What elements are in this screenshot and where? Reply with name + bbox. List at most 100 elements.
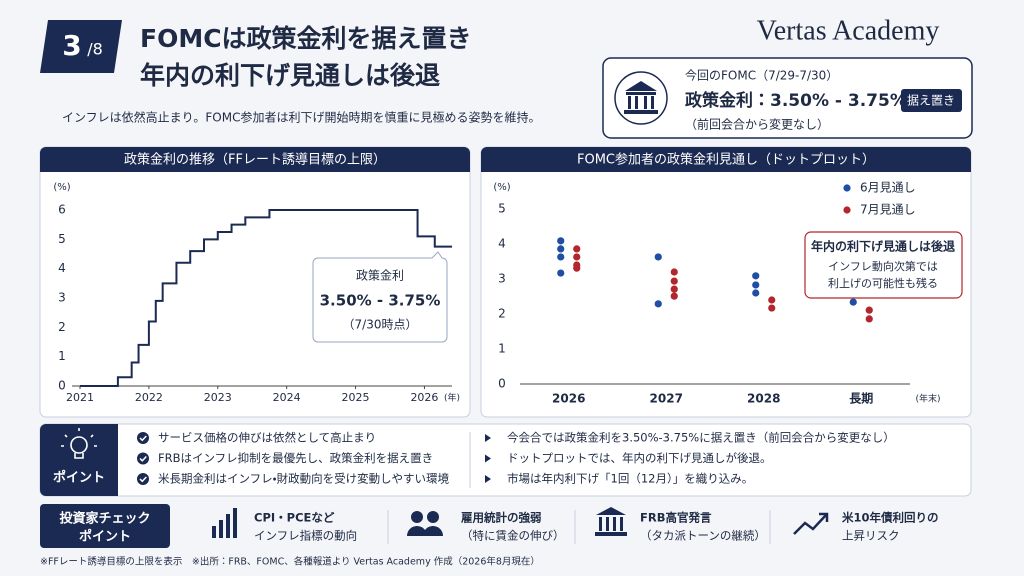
dot bbox=[654, 300, 662, 308]
point-text: 今会合では政策金利を3.50%-3.75%に据え置き（前回会合から変更なし） bbox=[507, 431, 895, 445]
summary-box bbox=[602, 57, 973, 139]
people-icon bbox=[407, 511, 443, 536]
checklist-label: ポイント bbox=[79, 529, 131, 545]
point-text: サービス価格の伸びは依然として高止まり bbox=[158, 431, 376, 445]
bank-icon bbox=[614, 71, 668, 125]
x-tick-label: 2026 bbox=[410, 391, 438, 404]
dot bbox=[768, 304, 776, 312]
check-item-text: （特に賃金の伸び） bbox=[461, 529, 565, 543]
point-text: ドットプロットでは、年内の利下げ見通しが後退。 bbox=[507, 451, 772, 465]
page-badge bbox=[40, 20, 122, 73]
y-tick-label: 1 bbox=[58, 349, 66, 363]
check-item-text: CPI・PCEなど bbox=[254, 511, 335, 525]
dot bbox=[752, 289, 760, 297]
footer: ※FFレート誘導目標の上限を表示 ※出所：FRB、FOMC、各種報道より Ver… bbox=[40, 556, 540, 568]
check-item-text: （タカ派トーンの継続） bbox=[640, 529, 766, 543]
check-item-text: 上昇リスク bbox=[842, 529, 900, 543]
legend-dot bbox=[843, 184, 851, 192]
chart-title: FOMC参加者の政策金利見通し（ドットプロット） bbox=[577, 152, 875, 168]
x-tick-label: 2022 bbox=[135, 391, 163, 404]
check-mark bbox=[139, 435, 147, 442]
y-tick-label: 6 bbox=[58, 203, 66, 217]
x-tick-label: 2024 bbox=[273, 391, 301, 404]
dot bbox=[573, 253, 581, 261]
dot bbox=[752, 272, 760, 280]
x-tick-label: 2026 bbox=[552, 392, 585, 406]
bullet bbox=[485, 475, 491, 483]
chart-icon bbox=[212, 508, 237, 538]
x-tick-label: 長期 bbox=[849, 391, 873, 406]
annotation-box bbox=[804, 231, 963, 299]
legend-dot bbox=[843, 206, 851, 214]
dot bbox=[670, 285, 678, 293]
summary-meeting: 今回のFOMC（7/29-7/30） bbox=[685, 68, 838, 83]
annotation-text: 年内の利下げ見通しは後退 bbox=[811, 239, 955, 254]
check-icon bbox=[137, 432, 149, 444]
bulb-icon bbox=[61, 428, 97, 459]
dot bbox=[670, 268, 678, 276]
title: 年内の利下げ見通しは後退 bbox=[140, 61, 440, 90]
y-unit: (%) bbox=[53, 182, 70, 193]
y-tick-label: 4 bbox=[498, 237, 506, 251]
point-text: FRBはインフレ抑制を最優先し、政策金利を据え置き bbox=[158, 451, 433, 465]
y-tick-label: 2 bbox=[498, 307, 506, 321]
x-unit: (年) bbox=[444, 392, 460, 404]
x-tick-label: 2021 bbox=[66, 391, 94, 404]
dot bbox=[768, 296, 776, 304]
trend-icon bbox=[793, 512, 829, 535]
point-text: 米長期金利はインフレ・財政動向を受け変動しやすい環境 bbox=[158, 472, 449, 486]
dot bbox=[849, 298, 857, 306]
chart-header bbox=[481, 147, 971, 172]
check-icon bbox=[137, 473, 149, 485]
y-tick-label: 5 bbox=[58, 232, 66, 246]
y-tick-label: 1 bbox=[498, 342, 506, 356]
points-label: ポイント bbox=[53, 470, 105, 486]
checklist-label-box bbox=[40, 504, 170, 548]
x-tick-label: 2027 bbox=[650, 392, 683, 406]
summary-rate: 政策金利：3.50% - 3.75% bbox=[685, 90, 907, 111]
subtitle: インフレは依然高止まり。FOMC参加者は利下げ開始時期を慎重に見極める姿勢を維持… bbox=[62, 110, 540, 125]
checklist-label: 投資家チェック bbox=[59, 511, 150, 527]
y-tick-label: 5 bbox=[498, 202, 506, 216]
callout-box bbox=[312, 251, 448, 343]
callout-text: 政策金利 bbox=[356, 269, 404, 283]
legend-label: 7月見通し bbox=[860, 203, 916, 217]
bullet bbox=[485, 454, 491, 463]
chart-header bbox=[40, 147, 470, 172]
y-tick-label: 3 bbox=[58, 291, 66, 305]
callout-text: 3.50% - 3.75% bbox=[320, 292, 441, 310]
points-label-box bbox=[40, 424, 118, 496]
badge bbox=[901, 89, 962, 112]
check-mark bbox=[139, 455, 147, 462]
dot bbox=[670, 292, 678, 300]
dot bbox=[670, 277, 678, 285]
badge-text: 据え置き bbox=[907, 94, 955, 108]
brand: Vertas Academy bbox=[757, 15, 940, 46]
check-item-text: FRB高官発言 bbox=[640, 511, 712, 525]
y-tick-label: 4 bbox=[58, 261, 66, 275]
dot bbox=[557, 253, 565, 261]
title: FOMCは政策金利を据え置き bbox=[140, 24, 472, 53]
point-text: 市場は年内利下げ「1回（12月）」を織り込み。 bbox=[507, 472, 753, 486]
dot bbox=[865, 306, 873, 314]
bullet bbox=[485, 434, 491, 442]
rate-line bbox=[80, 209, 452, 387]
x-tick-label: 2028 bbox=[747, 392, 780, 406]
dot bbox=[557, 245, 565, 253]
y-tick-label: 3 bbox=[498, 272, 506, 286]
y-tick-label: 0 bbox=[498, 377, 506, 391]
bank-icon-shape bbox=[624, 81, 658, 114]
annotation-text: インフレ動向次第では bbox=[828, 259, 938, 273]
bank-icon-small bbox=[595, 507, 627, 536]
summary-note: （前回会合から変更なし） bbox=[685, 117, 829, 132]
y-tick-label: 2 bbox=[58, 320, 66, 334]
check-item-text: 雇用統計の強弱 bbox=[461, 511, 542, 525]
page-number: 3 bbox=[62, 29, 81, 62]
check-item-text: インフレ指標の動向 bbox=[254, 529, 357, 543]
chart-title: 政策金利の推移（FFレート誘導目標の上限） bbox=[124, 152, 386, 168]
page-total: /8 bbox=[87, 40, 103, 59]
x-unit: (年末) bbox=[915, 393, 940, 405]
x-tick-label: 2025 bbox=[342, 391, 370, 404]
dot bbox=[573, 264, 581, 272]
check-icon bbox=[137, 452, 149, 465]
